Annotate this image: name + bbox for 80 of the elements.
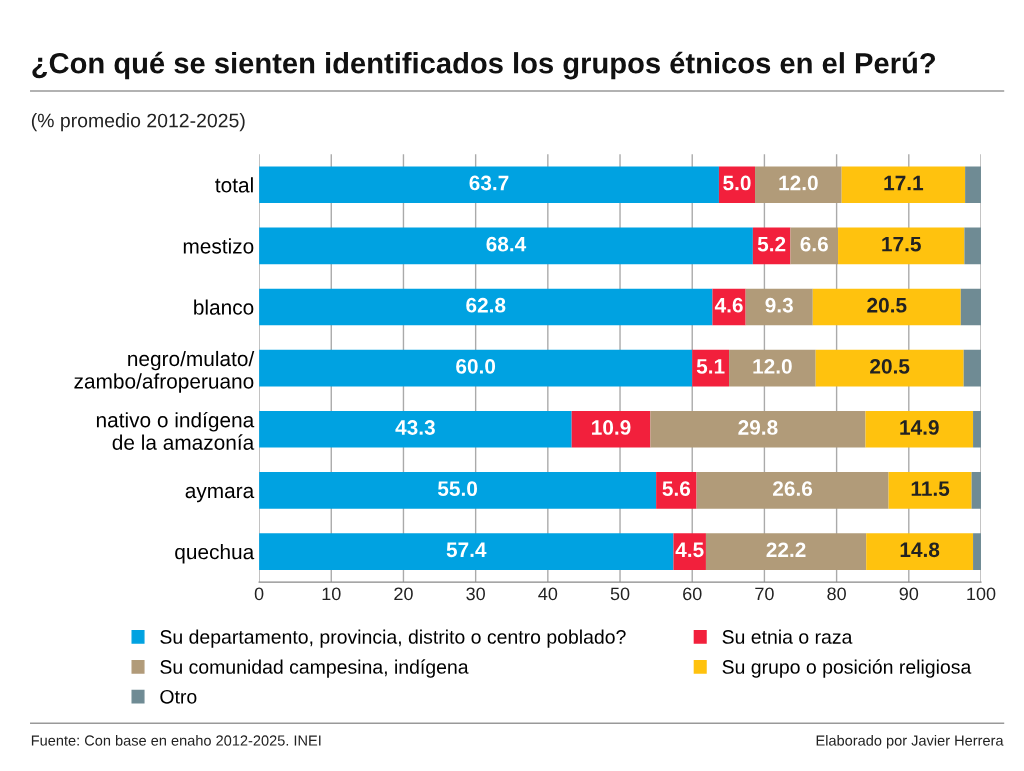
x-tick-label: 40	[538, 587, 558, 601]
y-tick-label: quechua	[175, 543, 255, 564]
bar	[865, 410, 974, 448]
bar	[965, 166, 981, 204]
bar	[705, 533, 867, 570]
bar	[963, 349, 981, 387]
data-label: 5.0	[723, 175, 751, 191]
data-label: 9.3	[765, 297, 793, 313]
data-label: 20.5	[870, 358, 910, 374]
data-label: 60.0	[456, 358, 496, 374]
bar	[259, 166, 719, 204]
bar	[259, 410, 572, 448]
x-tick-label: 30	[466, 587, 485, 601]
x-tick-label: 70	[755, 587, 774, 601]
x-tick-label: 100	[967, 587, 996, 601]
bar	[259, 288, 713, 326]
bar	[729, 349, 816, 387]
data-label: 43.3	[395, 420, 435, 435]
bar	[259, 349, 693, 387]
data-label: 12.0	[753, 358, 792, 374]
legend-label: Su departamento, provincia, distrito o centro poblado?	[160, 629, 626, 648]
data-label: 62.8	[466, 297, 506, 313]
chart-title: ¿Con qué se sienten identificados los grupos étnicos en el Perú?	[32, 51, 935, 80]
bar	[960, 288, 981, 326]
text: Elaborado por Javier Herrera	[816, 734, 1004, 749]
bar	[755, 166, 842, 204]
source-note: Fuente: Con base en enaho 2012-2025. INEI	[31, 734, 321, 746]
x-tick-label: 20	[394, 587, 413, 601]
bar	[838, 227, 965, 265]
legend-label: Su etnia o raza	[722, 629, 853, 644]
data-label: 55.0	[437, 481, 478, 496]
chart-subtitle: (% promedio 2012-2025)	[31, 113, 245, 132]
x-tick-label: 80	[827, 587, 846, 601]
legend-label: Su grupo o posición religiosa	[722, 659, 972, 678]
bar	[259, 533, 674, 570]
x-tick-label: 50	[610, 587, 630, 601]
data-label: 14.9	[900, 420, 939, 435]
bar	[888, 472, 972, 509]
data-label: 11.5	[911, 481, 950, 496]
bar	[259, 472, 657, 509]
data-label: 29.8	[738, 420, 778, 435]
x-tick-label: 10	[322, 587, 341, 601]
legend-label: Su comunidad campesina, indígena	[160, 659, 469, 678]
y-tick-label: aymara	[185, 486, 255, 503]
data-label: 22.2	[766, 542, 806, 557]
legend-label: Otro	[160, 689, 197, 704]
data-label: 17.1	[884, 175, 924, 191]
bar	[571, 410, 651, 448]
data-label: 57.4	[446, 542, 487, 558]
y-tick-label: mestizo	[183, 238, 254, 254]
bar	[964, 227, 981, 265]
bar	[866, 533, 974, 570]
bar	[259, 227, 753, 265]
data-label: 26.6	[773, 481, 813, 496]
bar	[696, 472, 889, 509]
bar	[812, 288, 961, 326]
data-label: 63.7	[469, 175, 509, 191]
data-label: 4.6	[714, 297, 743, 313]
data-label: 5.1	[696, 359, 725, 374]
data-label: 6.6	[800, 236, 828, 252]
data-label: 14.8	[900, 542, 940, 558]
data-label: 12.0	[779, 175, 818, 191]
data-label: 4.5	[675, 542, 704, 558]
y-tick-label: nativo o indígena de la amazonía	[96, 411, 255, 450]
x-tick-label: 0	[254, 587, 264, 601]
bar	[650, 410, 866, 448]
y-tick-label: negro/mulato/ zambo/afroperuano	[74, 350, 255, 393]
data-label: 5.6	[662, 481, 691, 496]
y-tick-label: blanco	[194, 299, 254, 315]
data-label: 10.9	[592, 420, 631, 435]
bar	[815, 349, 964, 387]
y-tick-label: total	[215, 177, 253, 193]
data-label: 5.2	[757, 236, 786, 252]
x-tick-label: 90	[899, 587, 919, 601]
data-label: 17.5	[882, 236, 921, 252]
bar	[745, 288, 813, 326]
data-label: 20.5	[867, 297, 907, 313]
bar	[841, 166, 966, 204]
x-tick-label: 60	[683, 587, 702, 601]
data-label: 68.4	[486, 236, 527, 252]
